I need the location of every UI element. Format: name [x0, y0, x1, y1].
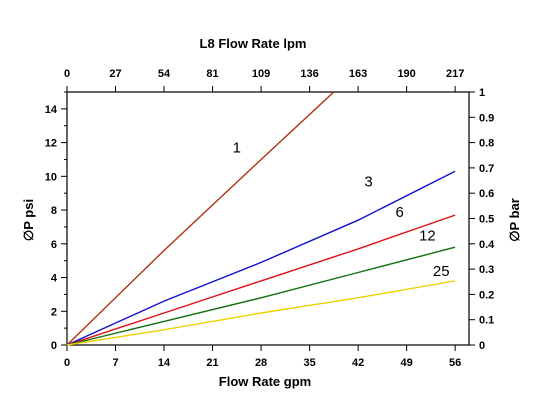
x-tick-label: 21: [206, 357, 218, 369]
series-line-6: [66, 214, 456, 346]
top-tick-label: 54: [158, 68, 171, 80]
x-tick-label: 42: [352, 357, 364, 369]
x-tick-label: 35: [303, 357, 315, 369]
series-line-25: [66, 280, 456, 346]
x-tick-label: 7: [112, 357, 118, 369]
y-tick-label: 6: [51, 239, 57, 251]
y-right-tick-label: 1: [479, 87, 485, 99]
y-right-tick-label: 0.6: [479, 188, 494, 200]
top-tick-label: 109: [252, 68, 270, 80]
series-line-12: [66, 246, 456, 346]
x-tick-label: 14: [158, 357, 171, 369]
x-axis-title: Flow Rate gpm: [219, 374, 311, 389]
y-tick-label: 4: [51, 273, 58, 285]
y-right-tick-label: 0: [479, 340, 485, 352]
top-tick-label: 136: [300, 68, 318, 80]
y-right-axis-title: ∅P bar: [507, 198, 522, 242]
top-tick-label: 190: [397, 68, 415, 80]
series-label-12: 12: [419, 227, 436, 244]
series-line-3: [66, 170, 456, 346]
top-tick-label: 0: [64, 68, 70, 80]
y-right-tick-label: 0.9: [479, 112, 494, 124]
y-right-tick-label: 0.2: [479, 289, 494, 301]
series-label-1: 1: [233, 140, 241, 157]
y-right-tick-label: 0.7: [479, 163, 494, 175]
x-tick-label: 28: [255, 357, 267, 369]
top-tick-label: 81: [206, 68, 218, 80]
y-right-tick-label: 0.1: [479, 315, 494, 327]
chart-title: L8 Flow Rate lpm: [200, 36, 307, 51]
y-tick-label: 8: [51, 205, 57, 217]
top-tick-label: 163: [349, 68, 367, 80]
series-label-6: 6: [396, 204, 404, 221]
y-axis-title: ∅P psi: [21, 199, 36, 241]
x-tick-label: 0: [64, 357, 70, 369]
x-tick-label: 49: [400, 357, 412, 369]
y-tick-label: 2: [51, 306, 57, 318]
series-line-1: [66, 91, 335, 346]
series-label-3: 3: [364, 173, 372, 190]
y-tick-label: 0: [51, 340, 57, 352]
top-tick-label: 217: [446, 68, 464, 80]
y-right-tick-label: 0.5: [479, 214, 494, 226]
y-right-tick-label: 0.4: [479, 239, 495, 251]
y-tick-label: 14: [45, 104, 58, 116]
plot-frame: [66, 91, 470, 346]
y-right-tick-label: 0.3: [479, 264, 494, 276]
x-tick-label: 56: [449, 357, 461, 369]
y-tick-label: 10: [45, 171, 57, 183]
y-right-tick-label: 0.8: [479, 138, 494, 150]
y-tick-label: 12: [45, 138, 57, 150]
series-label-25: 25: [433, 263, 450, 280]
top-tick-label: 27: [109, 68, 121, 80]
